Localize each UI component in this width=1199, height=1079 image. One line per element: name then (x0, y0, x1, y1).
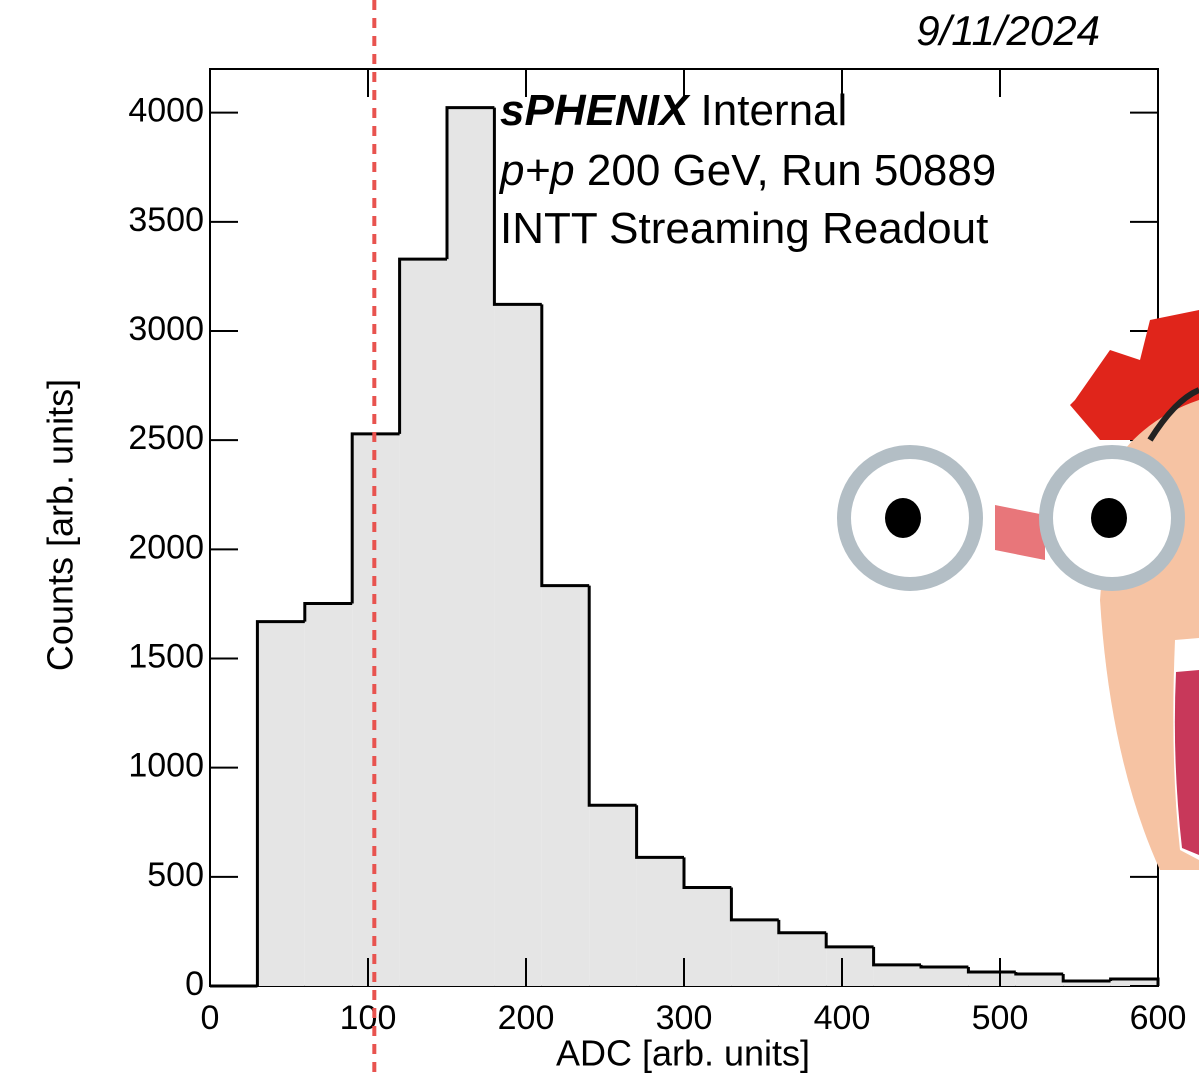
y-tick-label: 3500 (128, 201, 204, 239)
collision: p+p (498, 146, 575, 195)
bar-outline (729, 887, 779, 922)
bar-outline (777, 919, 827, 935)
bar-outline (303, 601, 353, 622)
y-tick-label: 0 (185, 965, 204, 1003)
bar (494, 304, 542, 986)
pupil (885, 498, 921, 538)
bar-outline (398, 257, 447, 434)
bar (447, 107, 495, 986)
bar-outline (350, 432, 400, 604)
annotation: sPHENIX Internal (500, 86, 847, 135)
bar (1015, 973, 1064, 986)
bar (589, 805, 637, 986)
bar (257, 621, 305, 986)
y-tick-label: 1000 (128, 747, 204, 785)
y-axis-title: Counts [arb. units] (40, 379, 81, 671)
y-tick-label: 2000 (128, 528, 204, 566)
bar-outline (255, 620, 305, 986)
bar-outline (587, 585, 637, 807)
date: 9/11/2024 (916, 7, 1100, 54)
bar (778, 932, 827, 986)
x-tick-label: 400 (814, 999, 871, 1037)
mouth (1174, 670, 1199, 855)
x-tick-label: 300 (656, 999, 713, 1037)
bar (1110, 979, 1158, 986)
cartoon-face (837, 310, 1199, 870)
y-tick-label: 4000 (128, 92, 204, 130)
bar-outline (682, 857, 732, 890)
y-tick-label: 2500 (128, 419, 204, 457)
bar (1063, 980, 1111, 986)
x-tick-label: 100 (340, 999, 397, 1037)
nose (995, 505, 1045, 560)
bar-outline (445, 106, 495, 260)
bar-outline (824, 932, 874, 949)
bar (684, 887, 732, 986)
bar (731, 919, 779, 986)
bar (304, 603, 353, 986)
status: Internal (701, 86, 848, 135)
x-axis-title: ADC [arb. units] (556, 1033, 810, 1074)
y-tick-label: 1500 (128, 637, 204, 675)
bar (399, 259, 447, 986)
bar-outline (919, 964, 969, 969)
x-tick-label: 600 (1130, 999, 1187, 1037)
bar (541, 585, 590, 986)
hair (1070, 310, 1199, 440)
bar (873, 964, 921, 986)
y-tick-label: 3000 (128, 310, 204, 348)
x-tick-label: 200 (498, 999, 555, 1037)
bar-outline (1061, 973, 1111, 983)
y-tick-label: 500 (147, 856, 204, 894)
x-tick-label: 500 (972, 999, 1029, 1037)
x-tick-label: 0 (201, 999, 220, 1037)
bar (921, 967, 969, 986)
plot-area (210, 106, 1160, 988)
bar (968, 972, 1016, 986)
experiment: sPHENIX (500, 86, 691, 135)
bar-outline (635, 805, 684, 859)
bar (636, 857, 684, 986)
bar-outline (872, 946, 921, 967)
brow (1147, 387, 1199, 442)
bar-outline (1014, 972, 1064, 976)
bar-outline (540, 304, 590, 588)
annotation: p+p 200 GeV, Run 50889 (498, 146, 996, 195)
bar (826, 946, 874, 986)
bar-outline (492, 107, 542, 306)
energy-run: 200 GeV, Run 50889 (587, 146, 996, 195)
pupil (1091, 498, 1127, 538)
annotation: INTT Streaming Readout (500, 204, 988, 253)
